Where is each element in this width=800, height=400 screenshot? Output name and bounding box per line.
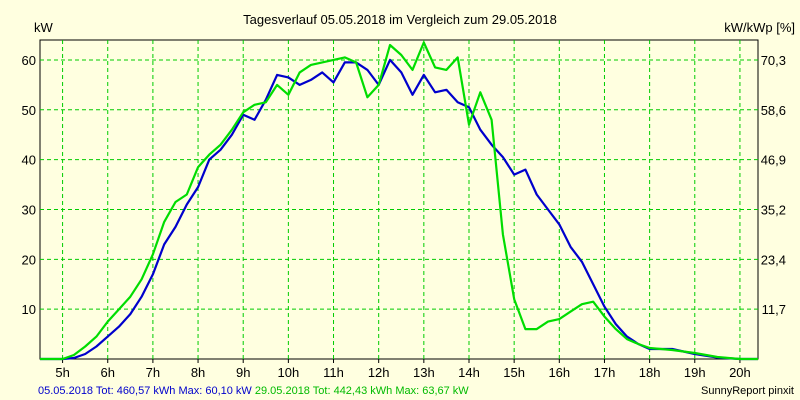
y2-tick-label: 58,6 xyxy=(761,103,786,118)
y2-tick-label: 23,4 xyxy=(761,252,786,267)
x-tick-label: 16h xyxy=(548,365,570,380)
x-tick-label: 17h xyxy=(594,365,616,380)
x-tick-label: 5h xyxy=(55,365,69,380)
x-tick-label: 9h xyxy=(236,365,250,380)
y2-tick-label: 11,7 xyxy=(762,302,786,317)
x-tick-label: 7h xyxy=(146,365,160,380)
grid xyxy=(40,40,758,363)
y-axis-label-right: kW/kWp [%] xyxy=(724,20,795,35)
plot-area xyxy=(39,39,759,360)
x-tick-label: 12h xyxy=(368,365,390,380)
x-tick-label: 19h xyxy=(684,365,706,380)
y-tick-label: 30 xyxy=(22,202,36,217)
y-tick-label: 20 xyxy=(22,252,36,267)
x-tick-label: 14h xyxy=(458,365,480,380)
x-tick-label: 13h xyxy=(413,365,435,380)
y2-tick-label: 70,3 xyxy=(761,53,786,68)
x-tick-label: 20h xyxy=(729,365,751,380)
x-tick-label: 11h xyxy=(323,365,344,380)
chart-footer: 05.05.2018 Tot: 460,57 kWh Max: 60,10 kW… xyxy=(0,382,800,400)
y-axis-label-left: kW xyxy=(34,20,54,35)
x-tick-label: 10h xyxy=(278,365,300,380)
footer-series2-summary: 29.05.2018 Tot: 442,43 kWh Max: 63,67 kW xyxy=(254,385,469,397)
x-tick-label: 18h xyxy=(639,365,661,380)
x-tick-label: 6h xyxy=(101,365,115,380)
chart-title: Tagesverlauf 05.05.2018 im Vergleich zum… xyxy=(243,12,557,27)
footer-series1-summary: 05.05.2018 Tot: 460,57 kWh Max: 60,10 kW xyxy=(38,385,252,397)
x-tick-label: 8h xyxy=(191,365,205,380)
tick-labels: 5h 6h 7h 8h 9h 10h 11h 12h 13h 14h 15h 16h 17h 18h 19h… xyxy=(22,53,786,380)
y-tick-label: 10 xyxy=(22,302,36,317)
y-tick-label: 50 xyxy=(22,103,36,118)
footer-credit: SunnyReport pinxit xyxy=(701,385,794,397)
y2-tick-label: 46,9 xyxy=(761,153,786,168)
y-tick-label: 60 xyxy=(22,53,36,68)
footer-summary: 05.05.2018 Tot: 460,57 kWh Max: 60,10 kW… xyxy=(38,382,469,400)
y2-tick-label: 35,2 xyxy=(761,202,786,217)
series-line-2 xyxy=(40,41,758,361)
x-tick-label: 15h xyxy=(503,365,525,380)
series-group xyxy=(40,41,758,361)
y-tick-label: 40 xyxy=(22,153,36,168)
